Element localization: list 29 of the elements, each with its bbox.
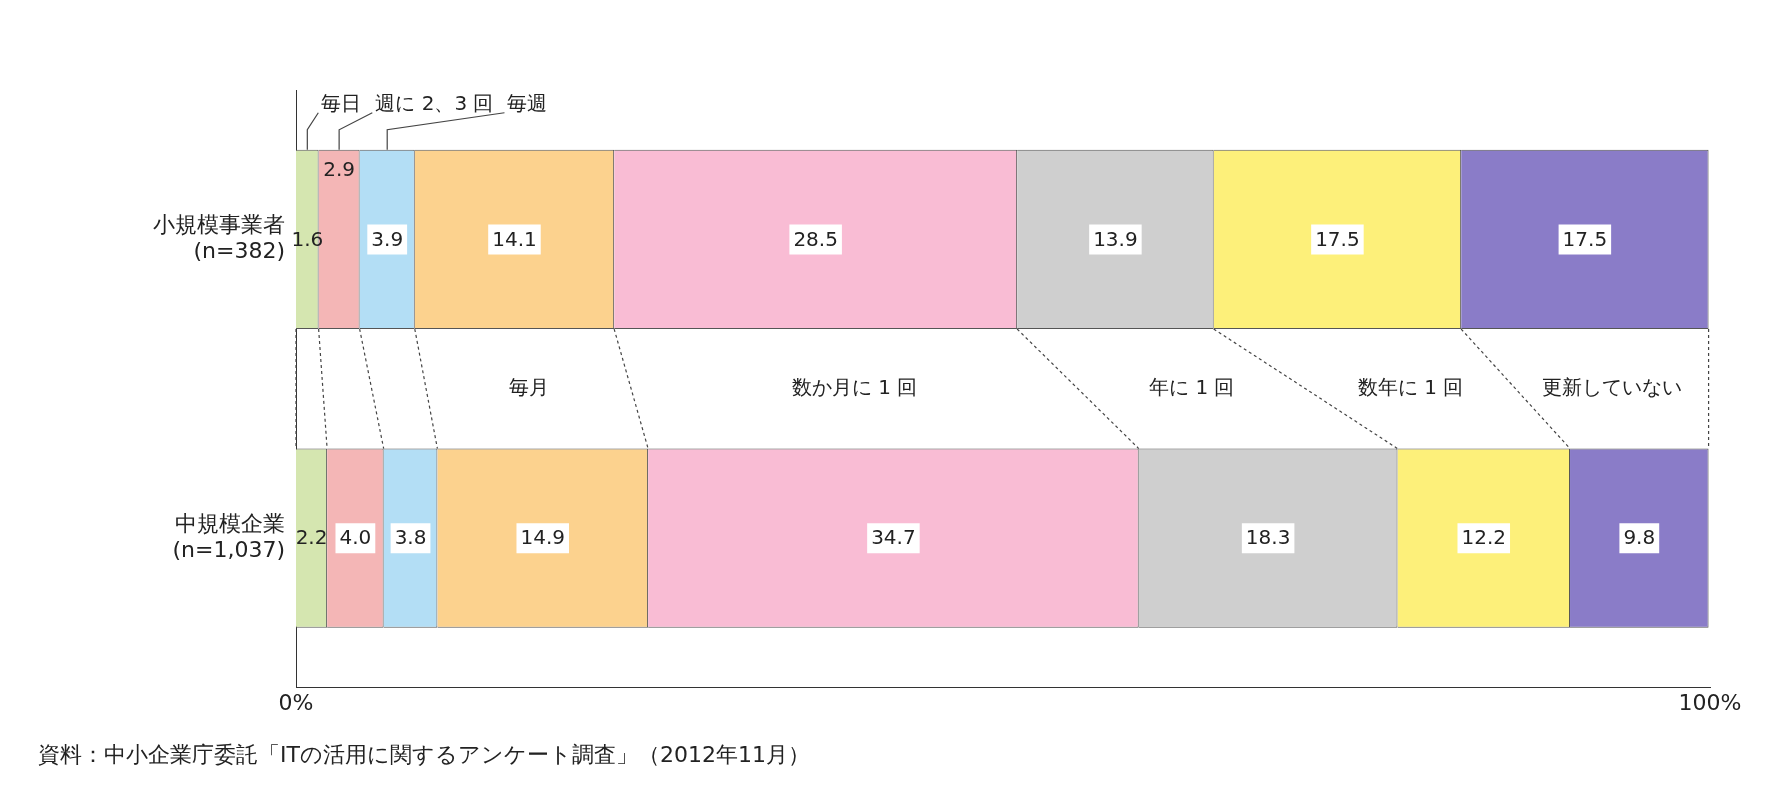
text: 年に 1 回 xyxy=(1149,375,1235,399)
data-label: 3.8 xyxy=(394,525,427,550)
data-label: 18.3 xyxy=(1245,525,1291,550)
data-label: 17.5 xyxy=(1562,226,1608,251)
y-tick-label: 中規模企業 (n=1,037) xyxy=(172,510,285,563)
y-tick-label: 小規模事業者 (n=382) xyxy=(153,211,285,264)
data-label: 9.8 xyxy=(1623,525,1656,550)
text: 資料：中小企業庁委託「ITの活用に関するアンケート調査」（2012年11月） xyxy=(38,741,810,769)
data-label: 14.9 xyxy=(520,525,566,550)
data-label: 28.5 xyxy=(793,226,838,251)
data-label: 12.2 xyxy=(1461,525,1507,550)
data-label: 3.9 xyxy=(371,226,404,251)
data-label: 34.7 xyxy=(871,525,916,550)
text: 毎月 xyxy=(508,375,549,399)
text: 数年に 1 回 xyxy=(1357,375,1464,399)
data-label: 14.1 xyxy=(492,226,537,251)
text: 数か月に 1 回 xyxy=(791,375,918,399)
data-label: 2.2 xyxy=(295,525,328,550)
data-label: 2.9 xyxy=(323,156,356,181)
text: 更新していない xyxy=(1542,375,1683,399)
data-label: 17.5 xyxy=(1315,226,1360,251)
data-label: 13.9 xyxy=(1093,226,1138,251)
data-label: 4.0 xyxy=(339,525,372,550)
text: 毎週 xyxy=(507,90,548,115)
series-label: 週に 2、3 回 xyxy=(375,90,494,115)
data-label: 1.6 xyxy=(291,226,324,251)
x-tick-label: 100% xyxy=(1678,689,1742,715)
series-label: 毎日 xyxy=(321,90,362,115)
x-tick-label: 0% xyxy=(278,689,314,715)
